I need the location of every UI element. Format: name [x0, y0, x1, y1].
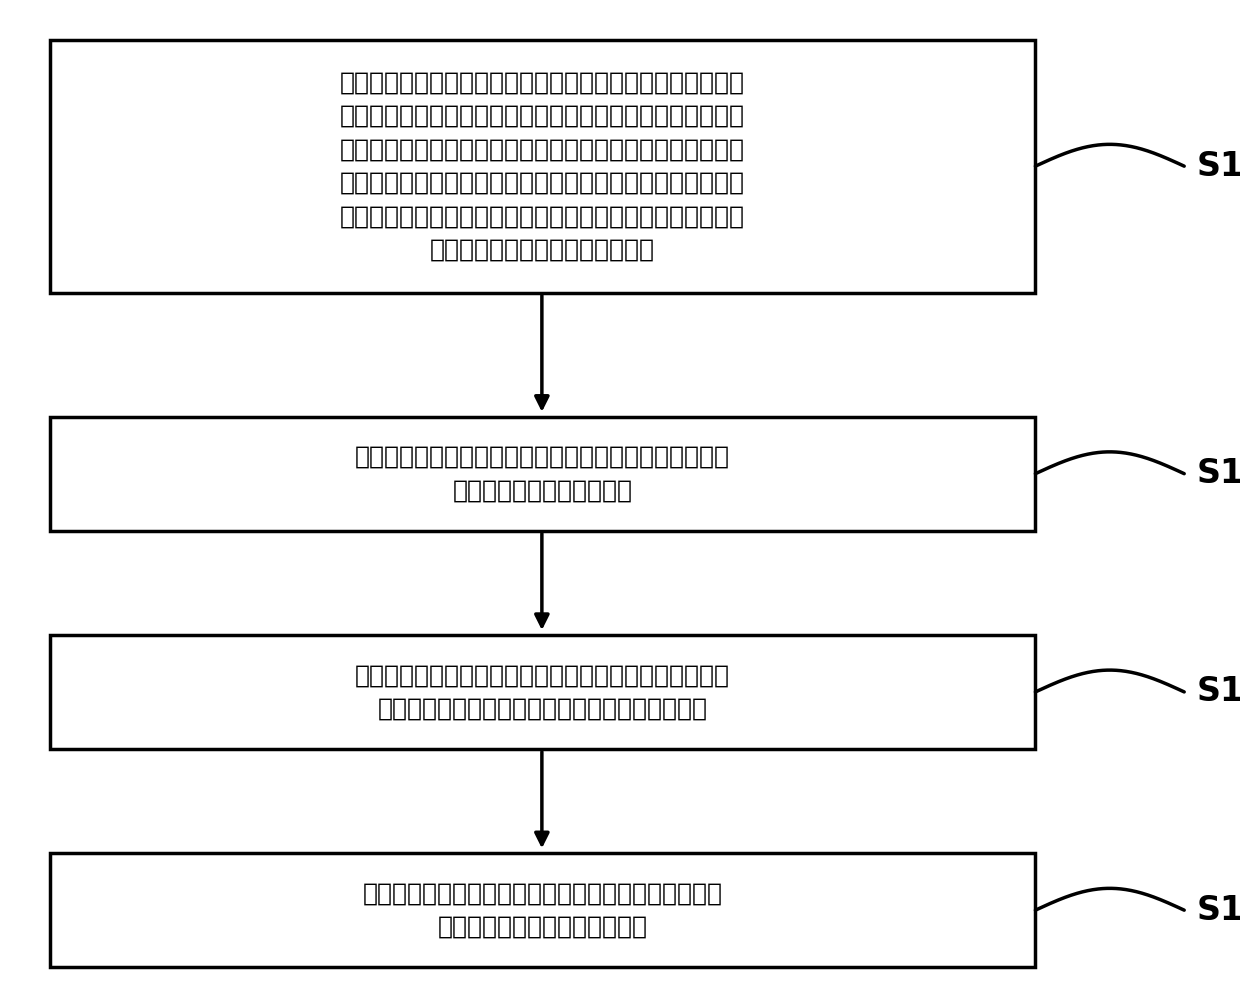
- Text: 提供一液晶盒，液晶盒包括一透光区、第一表面和第二表面；
其中，第一表面上设置有第一偏光片，第二表面上设置有第二
偏光片，第一偏光片上设置有第一开孔，第二偏光片上: 提供一液晶盒，液晶盒包括一透光区、第一表面和第二表面； 其中，第一表面上设置有第…: [340, 70, 745, 262]
- FancyBboxPatch shape: [50, 853, 1035, 967]
- Text: 提供一背光模组，并将背光模组与液晶盒进行组装，背光
模组包括第一通孔，第一通孔与透光区对应设置。: 提供一背光模组，并将背光模组与液晶盒进行组装，背光 模组包括第一通孔，第一通孔与…: [355, 664, 730, 720]
- Text: S102: S102: [1197, 457, 1240, 490]
- Text: S103: S103: [1197, 676, 1240, 708]
- FancyBboxPatch shape: [50, 40, 1035, 293]
- Text: S101: S101: [1197, 150, 1240, 183]
- Text: 在第二开孔内形成第二遥光体，第二遥光体自第二开孔
的孔壁延伸至第一通孔的孔壁。: 在第二开孔内形成第二遥光体，第二遥光体自第二开孔 的孔壁延伸至第一通孔的孔壁。: [362, 882, 723, 938]
- FancyBboxPatch shape: [50, 417, 1035, 531]
- FancyBboxPatch shape: [50, 635, 1035, 749]
- Text: 在第一开孔内形成第一遥光体，第一遥光体自第一开孔的
孔壁延伸至透光区的边界。: 在第一开孔内形成第一遥光体，第一遥光体自第一开孔的 孔壁延伸至透光区的边界。: [355, 445, 730, 502]
- Text: S104: S104: [1197, 894, 1240, 927]
